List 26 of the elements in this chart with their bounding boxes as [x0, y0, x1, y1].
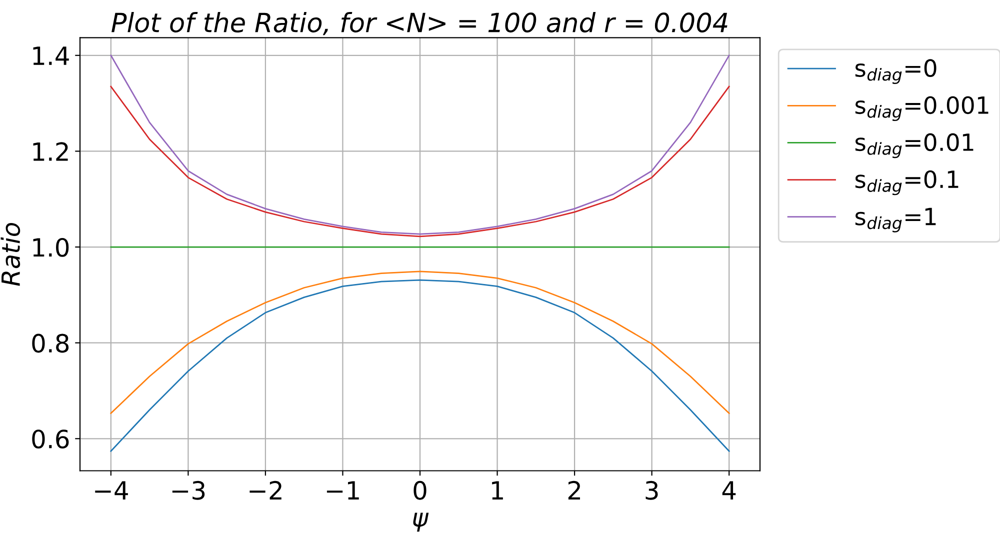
y-axis-title: Ratio — [0, 222, 20, 286]
line-series — [110, 279, 730, 452]
legend-label: s$_{diag}$=0.001 — [855, 96, 988, 122]
line-series — [110, 86, 730, 238]
legend-label: s$_{diag}$=0.01 — [855, 133, 974, 158]
y-tick-label: 1.2 — [33, 142, 68, 161]
line-series — [110, 270, 730, 414]
line-series — [110, 54, 730, 235]
x-tick-label: 4 — [722, 481, 736, 500]
y-tick-label: 1.0 — [33, 238, 69, 257]
x-tick-label: 3 — [646, 480, 658, 500]
y-tick-label: 1.4 — [33, 46, 69, 65]
x-tick-label: 0 — [414, 480, 426, 500]
y-tick-label: 0.8 — [32, 334, 69, 353]
x-tick-label: 2 — [568, 480, 580, 500]
x-axis-title: ψ — [413, 512, 429, 532]
chart-title: Plot of the Ratio, for <N> = 100 and r = 0.004 — [112, 12, 728, 36]
legend-label: s$_{diag}$=1 — [855, 208, 936, 232]
x-tick-label: −2 — [250, 480, 282, 500]
x-tick-label: −1 — [326, 481, 359, 500]
x-tick-label: −3 — [172, 480, 205, 500]
y-tick-label: 0.6 — [32, 430, 69, 449]
x-tick-label: 1 — [492, 481, 503, 500]
legend-label: s$_{diag}$=0 — [855, 59, 936, 84]
legend-label: s$_{diag}$=0.1 — [855, 170, 958, 196]
x-tick-label: −4 — [95, 481, 128, 500]
